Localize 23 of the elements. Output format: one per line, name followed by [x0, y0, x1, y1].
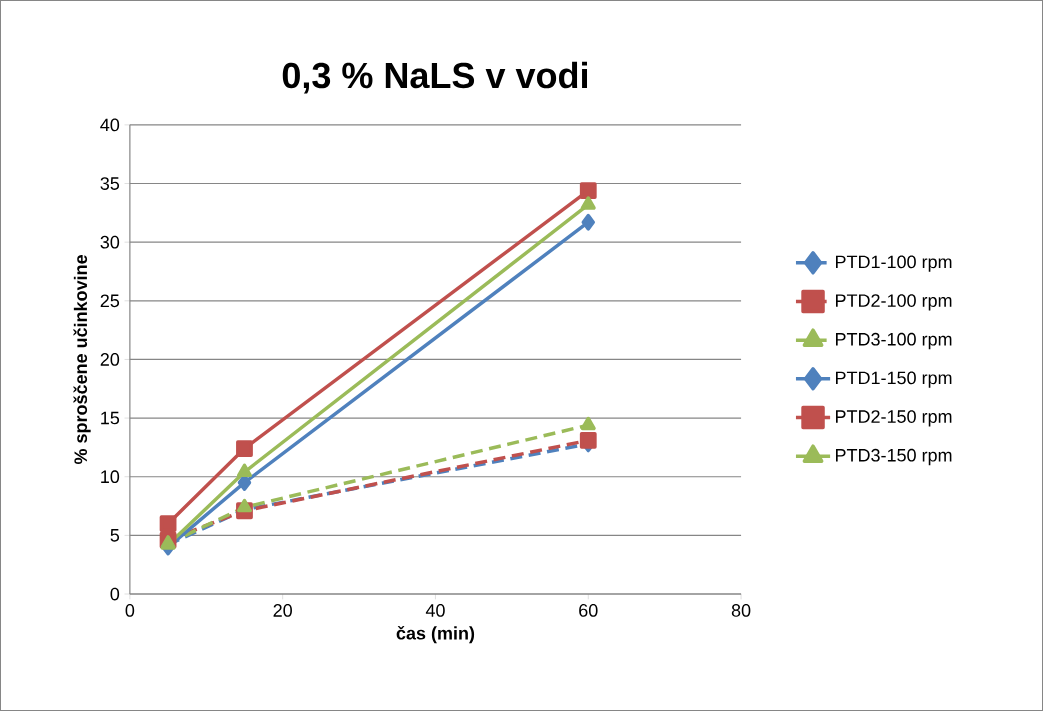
y-tick-label: 0 [110, 587, 120, 601]
chart-title: 0,3 % NaLS v vodi [282, 61, 588, 94]
y-tick-label: 10 [101, 470, 120, 484]
y-tick-label: 20 [100, 353, 120, 366]
legend-label: PTD1-100 rpm [836, 255, 952, 272]
legend-label: PTD1-150 rpm [836, 371, 952, 388]
y-tick-label: 15 [101, 411, 120, 425]
y-tick-label: 25 [100, 294, 120, 308]
y-tick-label: 40 [100, 118, 120, 132]
y-tick-label: 30 [100, 235, 120, 249]
legend-label: PTD3-100 rpm [836, 332, 952, 350]
legend-label: PTD2-150 rpm [836, 410, 952, 427]
x-tick-label: 20 [273, 604, 292, 617]
x-axis-title: čas (min) [396, 626, 475, 644]
x-tick-label: 0 [125, 604, 135, 617]
x-tick-label: 60 [579, 604, 598, 617]
legend-label: PTD2-100 rpm [836, 294, 952, 311]
y-axis-title: % sproščene učinkovine [73, 255, 91, 465]
x-tick-label: 40 [425, 604, 445, 617]
y-tick-label: 5 [110, 529, 120, 542]
legend-label: PTD3-150 rpm [836, 448, 952, 466]
x-tick-label: 80 [731, 604, 751, 617]
y-tick-label: 35 [100, 177, 120, 190]
